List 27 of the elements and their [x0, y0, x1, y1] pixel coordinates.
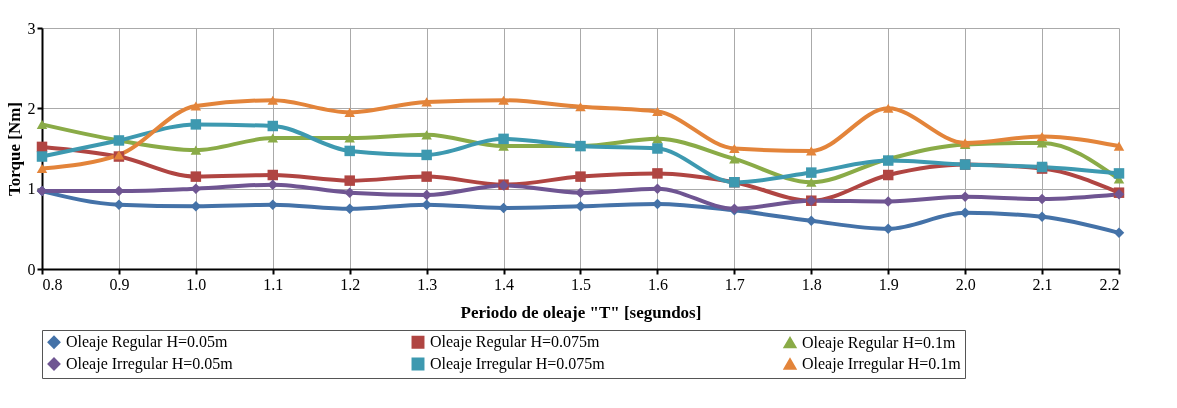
y-tick-label: 1 — [27, 180, 36, 198]
x-tick-label: 1.0 — [186, 275, 207, 293]
x-tick-label: 1.6 — [647, 275, 668, 293]
legend-label: Oleaje Regular H=0.05m — [66, 333, 228, 352]
x-tick-label: 2.2 — [1099, 275, 1120, 293]
x-tick-label: 2.1 — [1032, 275, 1053, 293]
x-tick-label: 1.4 — [494, 275, 515, 293]
y-tick-label: 2 — [27, 99, 36, 117]
x-tick-label: 1.2 — [340, 275, 361, 293]
x-tick-label: 1.5 — [571, 275, 591, 293]
legend-label: Oleaje Irregular H=0.05m — [66, 355, 234, 373]
y-tick-label: 0 — [27, 260, 36, 278]
legend-label: Oleaje Regular H=0.075m — [430, 333, 600, 352]
x-tick-label: 2.0 — [955, 275, 976, 293]
x-tick-label: 0.8 — [42, 275, 63, 293]
x-tick-label: 0.9 — [109, 275, 130, 293]
x-tick-label: 1.7 — [724, 275, 745, 293]
y-tick-label: 3 — [27, 19, 36, 37]
x-tick-label: 1.1 — [263, 275, 284, 293]
x-axis-title: Periodo de oleaje "T" [segundos] — [460, 302, 702, 322]
x-tick-label: 1.8 — [801, 275, 822, 293]
x-tick-label: 1.9 — [878, 275, 899, 293]
x-tick-label: 1.3 — [417, 275, 438, 293]
legend-label: Oleaje Irregular H=0.075m — [430, 355, 606, 373]
legend-label: Oleaje Regular H=0.1m — [802, 333, 956, 352]
legend-label: Oleaje Irregular H=0.1m — [802, 355, 962, 373]
y-axis-title: Torque [Nm] — [4, 102, 24, 196]
